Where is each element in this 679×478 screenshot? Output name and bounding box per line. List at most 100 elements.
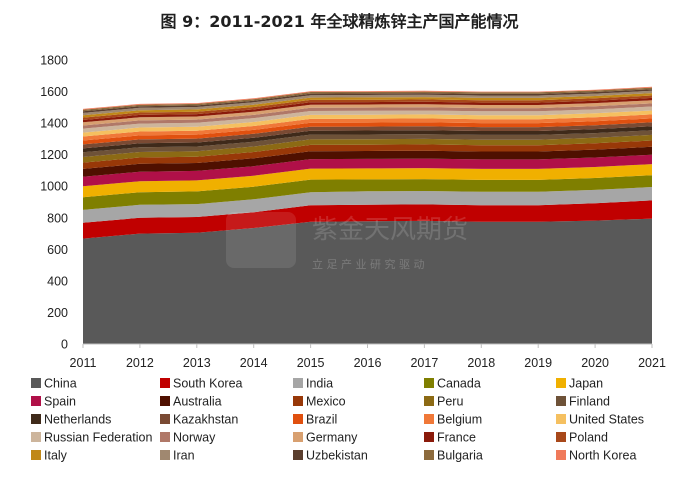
area-france [83,97,652,123]
area-brazil [83,118,652,145]
x-tick-label: 2011 [70,356,97,370]
legend-swatch-belgium [424,414,434,424]
legend-swatch-kazakhstan [160,414,170,424]
legend-label-united-states: United States [569,413,644,427]
legend-swatch-italy [31,450,41,460]
y-tick-label: 400 [47,274,68,288]
chart-title: 图 9：2011-2021 年全球精炼锌主产国产能情况 [160,12,519,31]
legend-swatch-mexico [293,396,303,406]
legend-swatch-uzbekistan [293,450,303,460]
area-canada [83,175,652,210]
x-tick-label: 2012 [126,356,154,370]
legend-label-peru: Peru [437,395,463,409]
legend-swatch-netherlands [31,414,41,424]
y-tick-label: 200 [47,306,68,320]
legend-label-italy: Italy [44,449,68,463]
area-iran [83,90,652,116]
watermark-text: 紫金天风期货 [312,215,468,245]
area-netherlands [83,126,652,153]
legend-swatch-russian-federation [31,432,41,442]
legend-swatch-iran [160,450,170,460]
legend-label-netherlands: Netherlands [44,413,111,427]
legend-swatch-united-states [556,414,566,424]
area-india [83,187,652,223]
legend-label-kazakhstan: Kazakhstan [173,413,238,427]
legend-swatch-china [31,378,41,388]
legend-label-france: France [437,431,476,445]
x-tick-label: 2018 [467,356,495,370]
legend-label-brazil: Brazil [306,413,337,427]
area-mexico [83,140,652,169]
x-tick-label: 2015 [297,356,325,370]
area-spain [83,154,652,187]
legend-swatch-bulgaria [424,450,434,460]
y-tick-label: 1400 [40,117,68,131]
area-australia [83,146,652,177]
legend-swatch-japan [556,378,566,388]
area-kazakhstan [83,122,652,149]
y-tick-label: 1000 [40,180,68,194]
legend-swatch-france [424,432,434,442]
area-russian-federation [83,106,652,133]
x-tick-label: 2021 [638,356,666,370]
legend-label-australia: Australia [173,395,222,409]
legend-label-germany: Germany [306,431,358,445]
legend-swatch-poland [556,432,566,442]
watermark: 紫金天风期货 立 足 产 业 研 究 驱 动 [226,212,468,271]
y-tick-label: 1600 [40,85,68,99]
x-tick-label: 2013 [183,356,211,370]
watermark-subtext: 立 足 产 业 研 究 驱 动 [312,257,424,271]
area-north-korea [83,86,652,110]
area-finland [83,130,652,157]
y-tick-label: 800 [47,211,68,225]
legend: China South Korea India Canada Japan Spain Aus… [31,377,644,463]
legend-label-mexico: Mexico [306,395,346,409]
y-tick-label: 600 [47,243,68,257]
legend-swatch-peru [424,396,434,406]
legend-label-spain: Spain [44,395,76,409]
legend-swatch-india [293,378,303,388]
area-uzbekistan [83,89,652,113]
legend-swatch-south-korea [160,378,170,388]
x-axis: 2011 2012 2013 2014 2015 2016 2017 2018 2019 2020… [70,343,666,370]
area-japan [83,164,652,198]
y-tick-label: 1200 [40,148,68,162]
legend-label-iran: Iran [173,449,195,463]
area-china [83,218,652,344]
x-tick-label: 2017 [410,356,438,370]
y-tick-label: 1800 [40,54,68,68]
legend-label-north-korea: North Korea [569,449,636,463]
legend-label-uzbekistan: Uzbekistan [306,449,368,463]
legend-label-finland: Finland [569,395,610,409]
legend-label-belgium: Belgium [437,413,482,427]
area-series-group [83,86,652,344]
legend-swatch-canada [424,378,434,388]
legend-swatch-north-korea [556,450,566,460]
x-tick-label: 2016 [354,356,382,370]
area-belgium [83,114,652,141]
y-axis: 0 200 400 600 800 1000 1200 1400 1600 1800 [40,54,68,352]
y-tick-label: 0 [61,338,68,352]
legend-label-south-korea: South Korea [173,377,243,391]
legend-swatch-australia [160,396,170,406]
legend-swatch-norway [160,432,170,442]
legend-label-india: India [306,377,333,391]
legend-swatch-germany [293,432,303,442]
area-norway [83,103,652,129]
legend-swatch-finland [556,396,566,406]
area-poland [83,95,652,120]
area-south-korea [83,200,652,239]
legend-label-poland: Poland [569,431,608,445]
area-germany [83,100,652,126]
x-tick-label: 2020 [581,356,609,370]
legend-label-russian-federation: Russian Federation [44,431,152,445]
legend-label-norway: Norway [173,431,216,445]
legend-swatch-spain [31,396,41,406]
legend-label-bulgaria: Bulgaria [437,449,483,463]
area-united-states [83,110,652,137]
area-bulgaria [83,87,652,112]
legend-label-canada: Canada [437,377,481,391]
x-tick-label: 2014 [240,356,268,370]
x-tick-label: 2019 [524,356,552,370]
